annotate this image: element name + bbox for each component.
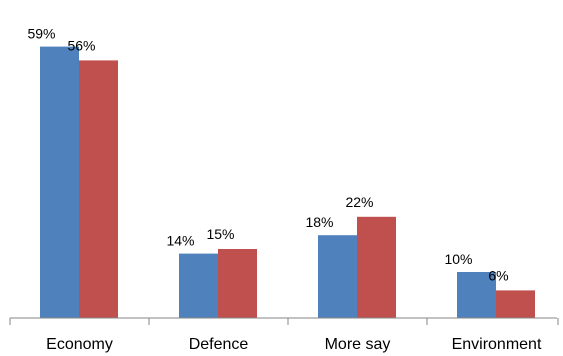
- bar-series-2-economy: [79, 60, 118, 319]
- bar-series-2-defence: [218, 249, 257, 318]
- data-label: 15%: [206, 226, 234, 242]
- bar-series-1-more-say: [318, 235, 357, 318]
- x-tick-label: Economy: [46, 336, 113, 353]
- data-labels: 59% 56% 14% 15% 18% 22% 10% 6%: [27, 26, 508, 284]
- bar-series-2-environment: [496, 290, 535, 318]
- data-label: 18%: [305, 214, 333, 230]
- data-label: 56%: [67, 37, 95, 53]
- bar-series-1-economy: [40, 46, 79, 318]
- bar-series-1-defence: [179, 253, 218, 318]
- x-axis-ticks: [9, 318, 559, 325]
- data-label: 6%: [488, 267, 508, 283]
- x-tick-label: Environment: [452, 336, 542, 353]
- data-label: 14%: [166, 233, 194, 249]
- bar-series-1-environment: [457, 272, 496, 318]
- x-axis-tick-labels: Economy Defence More say Environment: [46, 336, 542, 353]
- data-label: 10%: [444, 251, 472, 267]
- data-label: 22%: [345, 194, 373, 210]
- x-tick-label: Defence: [189, 336, 249, 353]
- bars-layer: [40, 46, 535, 319]
- bar-series-2-more-say: [357, 216, 396, 318]
- data-label: 59%: [27, 26, 55, 42]
- x-tick-label: More say: [325, 336, 391, 353]
